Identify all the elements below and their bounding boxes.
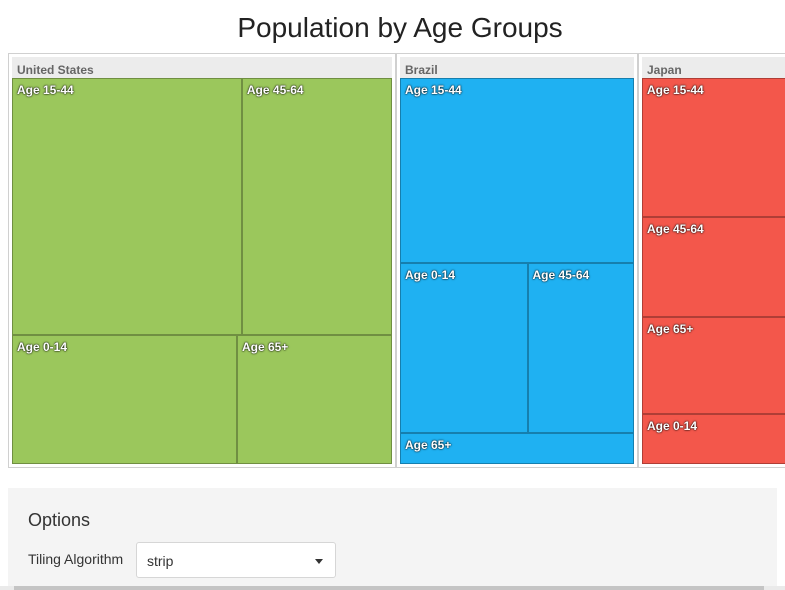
- treemap-tile[interactable]: Age 15-44: [12, 78, 242, 336]
- treemap-tile-label: Age 15-44: [17, 83, 74, 97]
- treemap-tile-label: Age 45-64: [246, 83, 304, 97]
- treemap-group: Brazil Age 15-44 Age 0-14 Age 45-64 Age 65+: [396, 53, 638, 468]
- treemap-tile-label: Age 45-64: [532, 268, 590, 283]
- treemap-tile-label: Age 15-44: [647, 83, 704, 97]
- tiling-algorithm-value: strip: [147, 553, 174, 569]
- treemap-tile-label: Age 65+: [647, 322, 694, 337]
- treemap-tile[interactable]: Age 15-44: [400, 78, 634, 264]
- treemap-tile-label: Age 65+: [241, 340, 289, 355]
- treemap-tile-label: Age 0-14: [405, 268, 456, 283]
- treemap-group-label: United States: [12, 57, 392, 79]
- treemap-tile[interactable]: Age 45-64: [642, 216, 785, 318]
- treemap-tile[interactable]: Age 0-14: [642, 413, 785, 464]
- treemap-tile-label: Age 65+: [405, 438, 452, 453]
- treemap-tile[interactable]: Age 65+: [400, 433, 634, 464]
- chart-title: Population by Age Groups: [237, 12, 563, 43]
- treemap-tile[interactable]: Age 0-14: [12, 335, 237, 464]
- treemap-chart: United States Age 15-44 Age 45-64 Age 0-14 A…: [8, 53, 785, 468]
- treemap-group-label: Japan: [642, 57, 785, 79]
- treemap-group-label: Brazil: [400, 57, 634, 79]
- chevron-down-icon: [315, 559, 323, 564]
- tiling-algorithm-label: Tiling Algorithm: [28, 551, 124, 567]
- treemap-tile-label: Age 45-64: [647, 221, 704, 236]
- treemap-group: United States Age 15-44 Age 45-64 Age 0-14 A…: [8, 53, 396, 468]
- treemap-tile[interactable]: Age 15-44: [642, 78, 785, 217]
- treemap-tile[interactable]: Age 0-14: [400, 263, 528, 434]
- horizontal-scrollbar[interactable]: [0, 586, 785, 590]
- options-panel: Options Tiling Algorithm strip: [8, 488, 777, 590]
- tiling-algorithm-select[interactable]: strip: [136, 542, 336, 578]
- scrollbar-thumb[interactable]: [14, 586, 764, 590]
- treemap-tile[interactable]: Age 45-64: [527, 263, 634, 434]
- treemap-tile-label: Age 0-14: [647, 418, 698, 433]
- treemap-group: Japan Age 15-44 Age 45-64 Age 65+ Age 0-14: [638, 53, 785, 468]
- treemap-tile[interactable]: Age 45-64: [241, 78, 392, 336]
- treemap-tile[interactable]: Age 65+: [642, 317, 785, 414]
- options-title: Options: [28, 510, 91, 530]
- treemap-tile-label: Age 15-44: [405, 83, 462, 97]
- treemap-tile[interactable]: Age 65+: [236, 335, 392, 464]
- treemap-tile-label: Age 0-14: [17, 340, 68, 355]
